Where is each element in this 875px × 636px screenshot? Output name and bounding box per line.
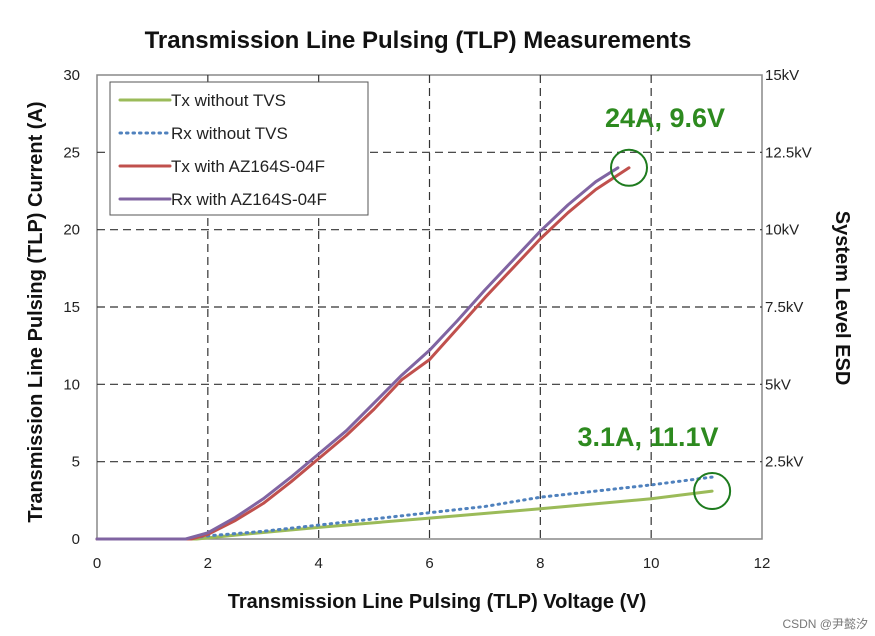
legend-box [109,81,369,216]
y2-tick-label: 7.5kV [765,299,803,316]
y-tick-label: 15 [63,299,80,316]
y-tick-label: 10 [63,376,80,393]
x-tick-label: 10 [643,555,660,572]
x-tick-label: 12 [754,555,771,572]
y2-tick-label: 10kV [765,222,799,239]
x-axis-label: Transmission Line Pulsing (TLP) Voltage … [228,591,647,613]
tick-labels: 0 2 4 6 8 10 12 0 5 10 15 20 25 30 2.5kV 5kV 7.5kV 10kV 12… [63,67,811,572]
y2-tick-label: 2.5kV [765,454,803,471]
y-tick-label: 20 [63,222,80,239]
x-tick-label: 4 [314,555,322,572]
y-tick-label: 25 [63,144,80,161]
annotation-24a: 24A, 9.6V [605,103,725,133]
series-line-1 [95,475,714,541]
chart-title: Transmission Line Pulsing (TLP) Measurem… [145,27,692,54]
y2-tick-label: 12.5kV [765,144,812,161]
y-axis-label: Transmission Line Pulsing (TLP) Current … [25,101,47,522]
series-line-3 [95,166,620,541]
annotation-3a: 3.1A, 11.1V [577,422,718,452]
y-tick-label: 5 [72,454,80,471]
legend-label-0: Tx without TVS [171,91,286,110]
watermark: CSDN @尹懿汐 [782,616,868,631]
x-tick-label: 8 [536,555,544,572]
y2-axis-label: System Level ESD [831,211,853,386]
annotation-circles [610,148,732,511]
x-tick-label: 0 [93,555,101,572]
y2-tick-label: 15kV [765,67,799,84]
legend-label-1: Rx without TVS [171,124,288,143]
x-tick-label: 2 [204,555,212,572]
series-line-0 [95,489,714,541]
legend: Tx without TVS Rx without TVS Tx with AZ16… [109,81,369,216]
legend-label-2: Tx with AZ164S-04F [171,157,325,176]
y-tick-label: 30 [63,67,80,84]
series-group [95,166,714,541]
annotation-circle-0 [610,148,648,187]
y2-tick-label: 5kV [765,376,791,393]
y-tick-label: 0 [72,531,80,548]
legend-label-3: Rx with AZ164S-04F [171,190,327,209]
annotation-circle-1 [693,472,732,511]
series-line-2 [95,166,631,541]
x-tick-label: 6 [425,555,433,572]
